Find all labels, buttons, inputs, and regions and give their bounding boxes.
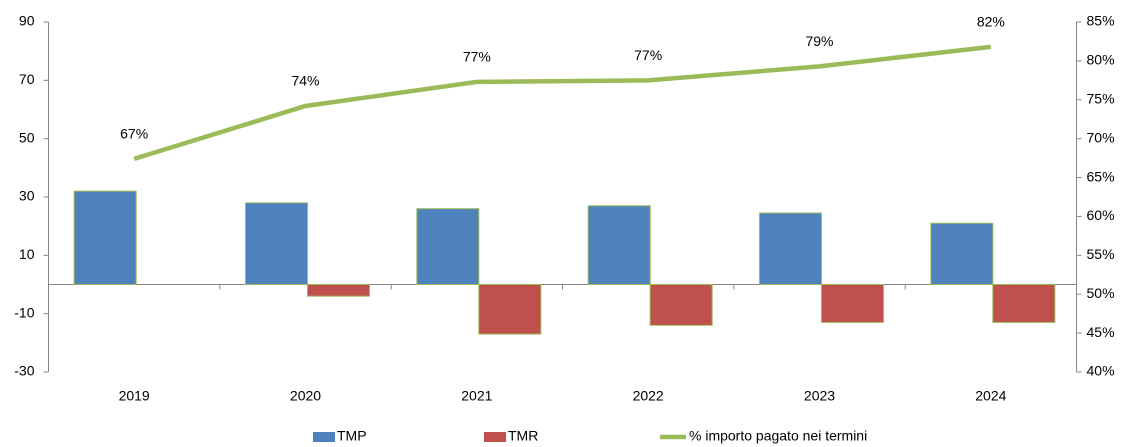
bar <box>821 284 884 323</box>
y2-tick-label: 45% <box>1087 324 1115 340</box>
data-label: 74% <box>291 73 319 89</box>
bar <box>416 208 480 286</box>
x-tick-label: 2023 <box>804 388 835 404</box>
data-label: 79% <box>805 33 833 49</box>
x-tick-label: 2020 <box>290 388 321 404</box>
bar <box>992 284 1056 323</box>
legend-swatch <box>313 432 335 442</box>
y-tick-label: -10 <box>14 304 34 320</box>
y-tick-label: 30 <box>19 188 35 204</box>
bar <box>245 202 308 285</box>
data-label: 82% <box>977 14 1005 30</box>
y2-tick-label: 55% <box>1087 246 1115 262</box>
y2-tick-label: 80% <box>1087 52 1115 68</box>
data-label: 77% <box>463 49 491 65</box>
y2-tick-label: 40% <box>1087 363 1115 379</box>
y2-tick-label: 60% <box>1087 207 1115 223</box>
y2-tick-label: 65% <box>1087 168 1115 184</box>
x-tick-label: 2021 <box>461 388 492 404</box>
bar <box>73 190 137 286</box>
y2-tick-label: 50% <box>1087 285 1115 301</box>
y-tick-label: 50 <box>19 129 35 145</box>
bar <box>930 222 994 285</box>
legend-label: % importo pagato nei termini <box>689 428 867 444</box>
x-tick-label: 2024 <box>975 388 1006 404</box>
legend-label: TMP <box>337 428 367 444</box>
bar <box>478 284 542 335</box>
y2-tick-label: 85% <box>1087 13 1115 29</box>
y-tick-label: 90 <box>19 13 35 29</box>
y-tick-label: 10 <box>19 246 35 262</box>
bar <box>587 205 651 285</box>
y-tick-label: 70 <box>19 71 35 87</box>
y2-tick-label: 75% <box>1087 90 1115 106</box>
x-tick-label: 2022 <box>633 388 664 404</box>
y2-tick-label: 70% <box>1087 129 1115 145</box>
bar <box>759 212 822 286</box>
data-label: 77% <box>634 47 662 63</box>
y-tick-label: -30 <box>14 363 34 379</box>
x-tick-label: 2019 <box>119 388 150 404</box>
bar <box>307 284 370 297</box>
data-label: 67% <box>120 126 148 142</box>
legend-swatch <box>484 432 506 442</box>
line <box>133 44 992 162</box>
legend-label: TMR <box>508 428 538 444</box>
bar <box>649 284 713 326</box>
